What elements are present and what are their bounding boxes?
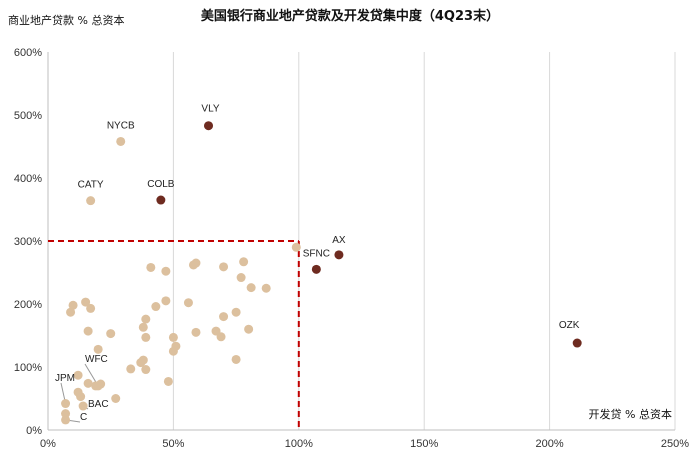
labeled-point <box>61 415 71 425</box>
data-point <box>188 260 198 270</box>
y-tick-label: 300% <box>14 236 42 248</box>
chart-title: 美国银行商业地产贷款及开发贷集中度（4Q23末） <box>201 8 499 24</box>
data-point <box>168 332 178 342</box>
y-tick-label: 100% <box>14 362 42 374</box>
x-tick-label: 0% <box>40 438 56 450</box>
y-axis-title: 商业地产贷款 % 总资本 <box>8 13 124 27</box>
highlighted-point <box>156 195 166 205</box>
data-point <box>191 327 201 337</box>
data-point <box>126 364 136 374</box>
highlighted-point <box>311 264 321 274</box>
data-point <box>219 312 229 322</box>
data-point <box>161 296 171 306</box>
point-label: COLB <box>147 179 175 190</box>
data-point <box>219 262 229 272</box>
data-point <box>236 273 246 283</box>
data-point <box>151 302 161 312</box>
x-tick-label: 50% <box>162 438 184 450</box>
data-point <box>291 242 301 252</box>
labeled-point <box>78 401 88 411</box>
labeled-point <box>116 136 126 146</box>
data-point <box>111 394 121 403</box>
data-point <box>141 314 151 324</box>
data-point <box>183 298 193 308</box>
data-point <box>83 326 93 336</box>
point-label: VLY <box>201 104 219 115</box>
point-label: SFNC <box>303 248 330 259</box>
point-label: CATY <box>78 180 104 191</box>
data-point <box>73 370 83 380</box>
data-point <box>163 376 173 386</box>
data-point <box>171 341 181 351</box>
labeled-point <box>86 196 96 206</box>
highlighted-point <box>204 121 214 131</box>
data-point <box>81 297 91 307</box>
data-point <box>68 300 78 310</box>
data-point <box>231 307 241 317</box>
labeled-point <box>93 381 103 391</box>
data-point <box>216 332 226 342</box>
point-label: OZK <box>559 320 580 331</box>
x-tick-label: 250% <box>661 438 689 450</box>
data-point <box>239 257 249 267</box>
point-label: AX <box>332 235 346 246</box>
data-point <box>141 332 151 342</box>
point-label: NYCB <box>107 120 135 131</box>
y-tick-label: 400% <box>14 173 42 185</box>
data-point <box>246 283 256 293</box>
x-tick-label: 150% <box>410 438 438 450</box>
x-tick-label: 100% <box>285 438 313 450</box>
y-tick-label: 0% <box>26 425 42 437</box>
data-point <box>106 329 116 339</box>
data-point <box>73 387 83 397</box>
data-point <box>83 378 93 388</box>
data-point <box>141 365 151 375</box>
data-point <box>231 354 241 364</box>
data-point <box>136 358 146 368</box>
data-point <box>66 307 76 317</box>
data-point <box>86 303 96 313</box>
data-point <box>161 266 171 276</box>
data-point <box>261 283 271 293</box>
y-tick-label: 500% <box>14 110 42 122</box>
x-axis-title: 开发贷 % 总资本 <box>589 407 672 421</box>
point-label: BAC <box>88 399 109 410</box>
point-label: JPM <box>55 373 75 384</box>
data-point <box>244 324 254 334</box>
data-point <box>61 409 71 419</box>
reference-lines <box>48 240 300 430</box>
data-points <box>61 121 582 425</box>
point-label: WFC <box>85 354 108 365</box>
labeled-point <box>61 399 71 409</box>
point-label: C <box>80 412 87 423</box>
y-tick-label: 600% <box>14 47 42 59</box>
data-point <box>138 322 148 332</box>
y-tick-label: 200% <box>14 299 42 311</box>
data-point <box>146 262 156 272</box>
highlighted-point <box>334 250 344 260</box>
data-point <box>93 344 103 354</box>
x-tick-label: 200% <box>536 438 564 450</box>
highlighted-point <box>572 338 582 348</box>
tick-labels: 0% 50% 100% 150% 200% 250% 0% 100% 200% 300% 400% 5… <box>14 47 689 450</box>
